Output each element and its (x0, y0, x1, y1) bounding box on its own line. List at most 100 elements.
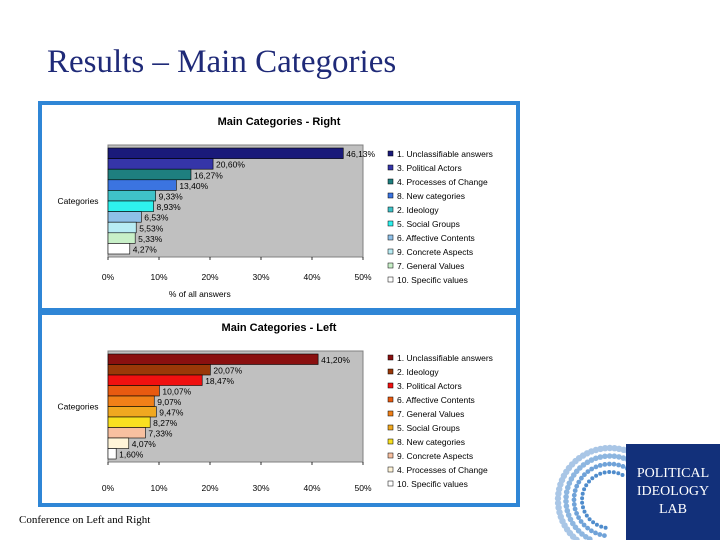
logo-dot (580, 500, 585, 505)
legend-entry: 8. New categories (397, 437, 465, 447)
logo-dot (602, 462, 608, 467)
logo-dot (606, 453, 613, 459)
chart-title: Main Categories - Left (222, 322, 337, 334)
data-label: 18,47% (205, 376, 234, 386)
legend-swatch (387, 480, 394, 487)
data-label: 10,07% (162, 387, 191, 397)
logo-dot (580, 491, 585, 496)
bar (107, 395, 155, 407)
data-label: 20,60% (216, 160, 245, 170)
bar (107, 448, 117, 460)
logo-dot (576, 479, 582, 485)
data-label: 4,27% (133, 245, 158, 255)
logo-dot (616, 454, 622, 460)
logo-dot (607, 470, 612, 474)
legend-swatch (387, 452, 394, 459)
legend-swatch (387, 262, 394, 269)
bar (107, 232, 136, 244)
legend-entry: 10. Specific values (397, 275, 468, 285)
x-tick-label: 10% (150, 483, 167, 493)
legend-swatch (387, 354, 394, 361)
data-label: 16,27% (194, 170, 223, 180)
legend-swatch (387, 164, 394, 171)
bar (107, 147, 344, 159)
legend-entry: 1. Unclassifiable answers (397, 149, 493, 159)
data-label: 46,13% (346, 149, 375, 159)
legend-swatch (387, 368, 394, 375)
legend-swatch (387, 466, 394, 473)
data-label: 20,07% (213, 366, 242, 376)
data-label: 9,33% (159, 192, 184, 202)
logo-dot (597, 454, 604, 460)
legend-entry: 3. Political Actors (397, 163, 462, 173)
legend-entry: 6. Affective Contents (397, 233, 475, 243)
chart-title: Main Categories - Right (218, 116, 341, 128)
legend-swatch (387, 220, 394, 227)
logo-dot (589, 528, 594, 534)
x-tick-label: 30% (252, 272, 269, 282)
logo-dot (585, 525, 590, 531)
logo-dot (597, 532, 603, 537)
legend-swatch (387, 276, 394, 283)
bar (107, 158, 214, 170)
x-axis-label: % of all answers (169, 289, 231, 299)
y-axis-label: Categories (57, 196, 98, 206)
legend-swatch (387, 192, 394, 199)
logo-dot (590, 476, 595, 481)
logo-dot (602, 533, 607, 538)
bar (107, 353, 319, 365)
legend-entry: 6. Affective Contents (397, 395, 475, 405)
data-label: 5,53% (139, 223, 164, 233)
logo-dot (572, 506, 578, 512)
y-axis-label: Categories (57, 402, 98, 412)
logo-dot (579, 475, 584, 481)
logo-dot (571, 497, 577, 503)
logo-line-3: LAB (659, 502, 687, 517)
logo-dot (563, 494, 569, 500)
data-label: 5,33% (138, 234, 163, 244)
lab-logo: POLITICAL IDEOLOGY LAB (626, 444, 720, 540)
x-tick-label: 30% (252, 483, 269, 493)
logo-dot (554, 499, 562, 507)
x-tick-label: 20% (201, 272, 218, 282)
logo-dot (565, 484, 571, 491)
bar (107, 211, 142, 223)
x-tick-label: 50% (354, 272, 371, 282)
logo-dot (578, 519, 584, 524)
legend-swatch (387, 382, 394, 389)
chart-left: Main Categories - Left Categories 41,20% 20… (57, 322, 492, 493)
legend-entry: 7. General Values (397, 261, 464, 271)
bar (107, 374, 203, 386)
logo-dot (582, 509, 587, 514)
data-label: 4,07% (132, 439, 157, 449)
logo-dot (554, 495, 562, 502)
logo-dot (581, 505, 585, 510)
legend-entry: 2. Ideology (397, 367, 439, 377)
logo-dot (566, 480, 573, 486)
logo-dot (574, 483, 580, 489)
legend-swatch (387, 178, 394, 185)
logo-dot (611, 461, 617, 467)
logo-dot (591, 520, 596, 525)
logo-dot (564, 507, 571, 514)
logo-dots-icon (554, 444, 640, 540)
footer-text: Conference on Left and Right (19, 514, 151, 526)
bar (107, 168, 192, 181)
x-tick-label: 40% (303, 483, 320, 493)
logo-dot (606, 444, 613, 452)
x-tick-label: 10% (150, 272, 167, 282)
logo-dot (588, 457, 595, 463)
legend-entry: 9. Concrete Aspects (397, 247, 473, 257)
logo-dot (571, 502, 577, 507)
logo-dot (571, 492, 577, 498)
x-tick-label: 50% (354, 483, 371, 493)
logo-dot (563, 503, 570, 509)
logo-dot (567, 516, 574, 523)
logo-dot (593, 530, 598, 536)
legend-entry: 3. Political Actors (397, 381, 462, 391)
legend-entry: 5. Social Groups (397, 423, 460, 433)
logo-dot (607, 461, 612, 467)
logo-dot (585, 469, 591, 474)
logo-dot (603, 525, 608, 530)
data-label: 41,20% (321, 355, 350, 365)
